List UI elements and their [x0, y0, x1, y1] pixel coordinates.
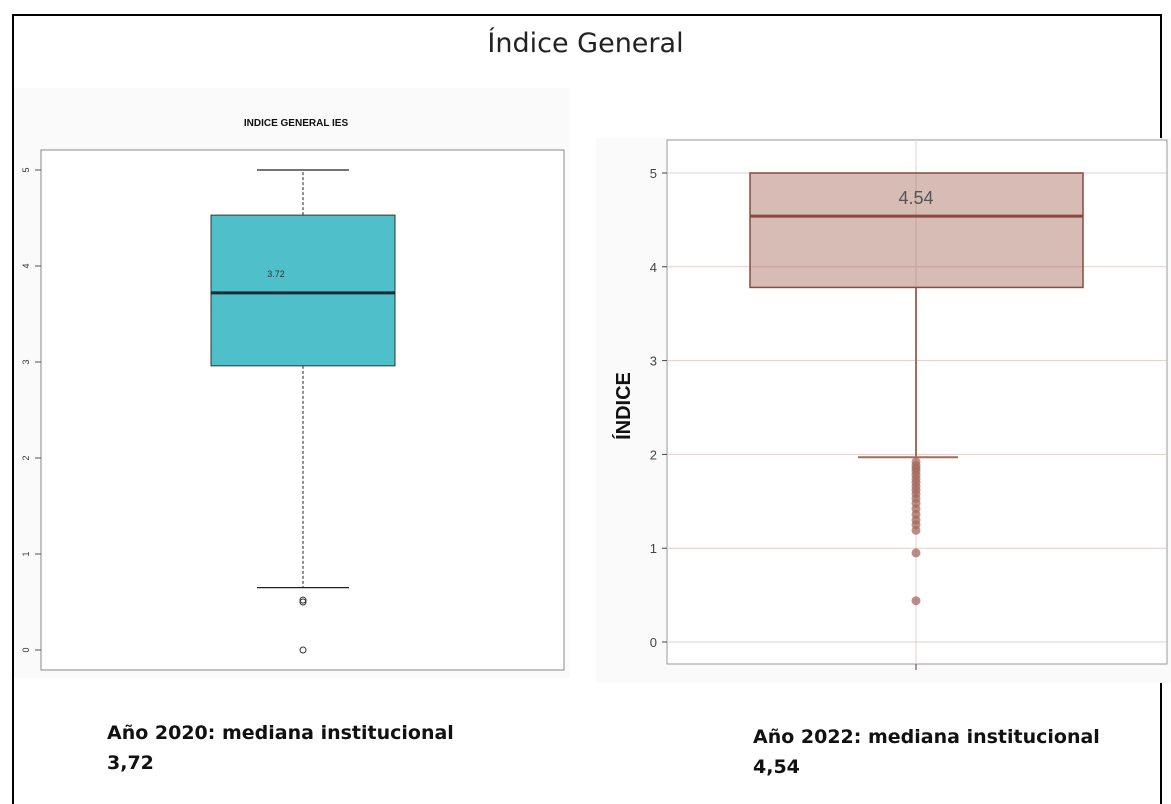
chart-2020-y-tick-label: 1: [21, 551, 31, 556]
chart-2020-y-tick-label: 5: [21, 167, 31, 172]
chart-2022-outliers: [911, 457, 921, 606]
caption-2020-line1: Año 2020: mediana institucional: [107, 722, 454, 744]
chart-2022-outlier-point: [911, 525, 921, 535]
boxplot-2022: 0 1 2 3 4 5 ÍNDICE 4.54: [596, 138, 1171, 683]
chart-2022-y-tick-label: 2: [650, 447, 657, 462]
chart-2022-outlier-point: [911, 548, 921, 558]
chart-2022-outlier-point: [911, 596, 921, 606]
chart-2020-y-tick-label: 4: [21, 263, 31, 268]
chart-2020-y-tick-label: 0: [21, 647, 31, 652]
chart-2022-whiskers: [858, 287, 958, 459]
chart-2020-outlier-point: [299, 596, 307, 604]
chart-2022-y-tick-label: 5: [650, 166, 657, 181]
chart-2020-outlier-point: [299, 646, 307, 654]
chart-2022-median-label: 4.54: [898, 188, 933, 208]
caption-2020: Año 2020: mediana institucional 3,72: [107, 718, 454, 778]
slide-title: Índice General: [487, 28, 684, 59]
chart-2020-y-tick-label: 2: [21, 455, 31, 460]
chart-2022-y-tick-label: 4: [650, 260, 657, 275]
chart-2022-y-tick-label: 3: [650, 354, 657, 369]
chart-2022-y-tick-label: 1: [650, 541, 657, 556]
chart-2022-box: [749, 172, 1084, 289]
chart-2022-y-axis-label: ÍNDICE: [612, 372, 635, 440]
chart-2020-y-tick-label: 3: [21, 359, 31, 364]
chart-2020-outliers: [299, 596, 307, 654]
caption-2022-line1: Año 2022: mediana institucional: [753, 726, 1100, 748]
chart-2020-outlier-point: [299, 598, 307, 606]
caption-2020-line2: 3,72: [107, 752, 154, 774]
chart-2020-median-label: 3.72: [267, 269, 285, 279]
chart-2022-y-tick-label: 0: [650, 635, 657, 650]
boxplot-2020: INDICE GENERAL IES 0 1 2 3 4 5 3.72: [14, 88, 570, 678]
caption-2022-line2: 4,54: [753, 756, 800, 778]
chart-2020-y-axis: 0 1 2 3 4 5: [21, 167, 41, 653]
chart-2020-whiskers: [257, 169, 349, 589]
chart-2020-box: [210, 214, 396, 367]
chart-2022-y-axis: 0 1 2 3 4 5: [650, 166, 667, 650]
caption-2022: Año 2022: mediana institucional 4,54: [753, 722, 1100, 782]
chart-2020-title: INDICE GENERAL IES: [244, 118, 349, 129]
